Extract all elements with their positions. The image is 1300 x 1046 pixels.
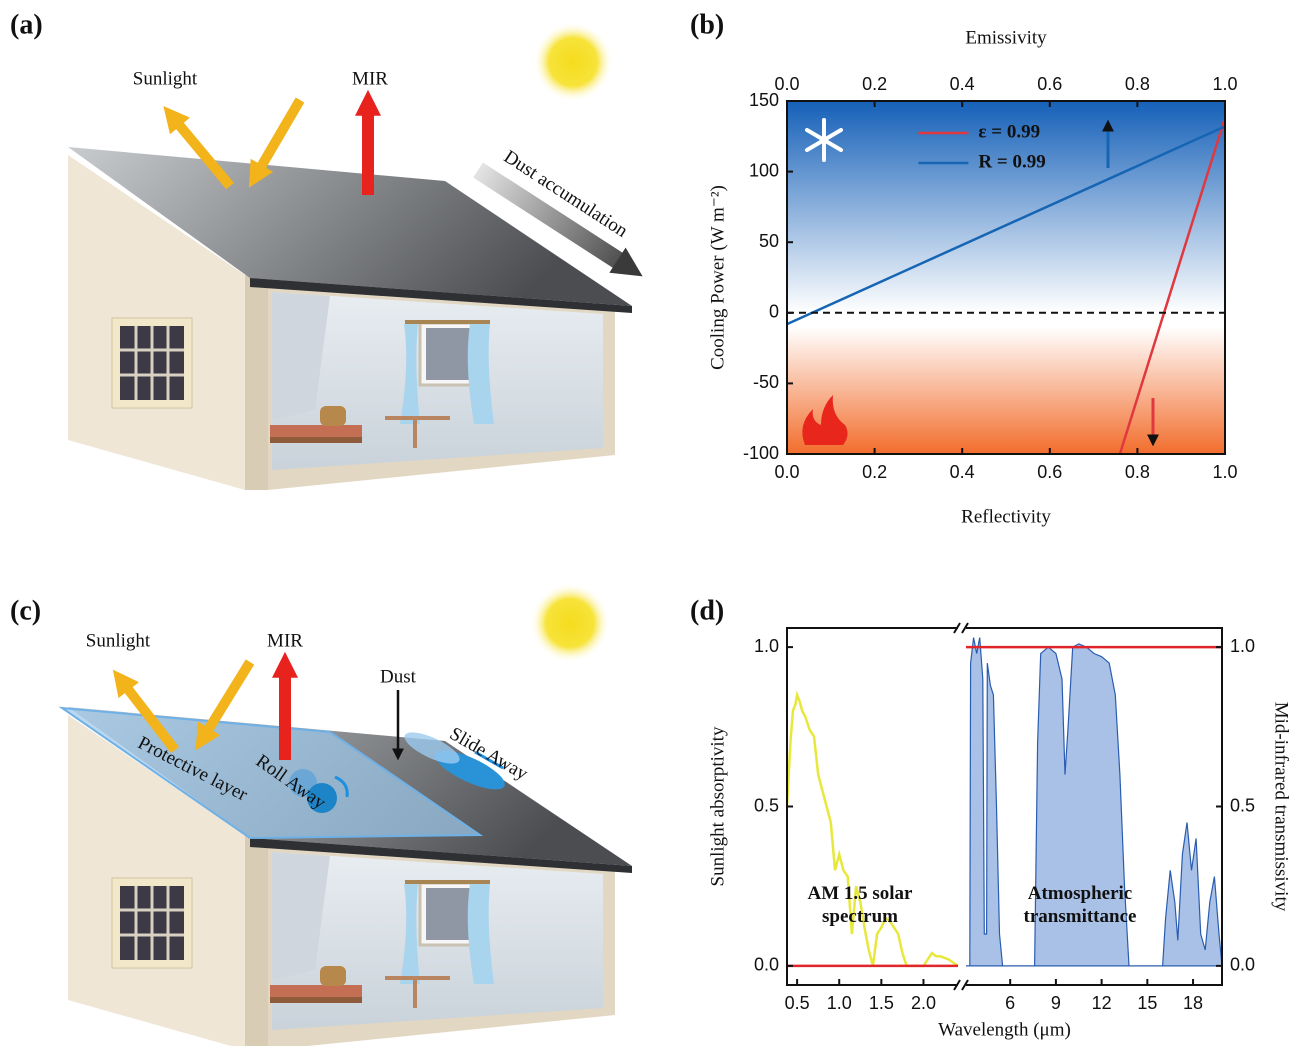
- y-tick-label: -100: [743, 443, 779, 463]
- label: Dust: [380, 666, 417, 687]
- annotation: AM 1.5 solar spectrum: [785, 882, 935, 928]
- panel-label: (b): [690, 9, 724, 40]
- panel-label: (a): [10, 9, 43, 40]
- y-tick-label: 1.0: [1230, 636, 1255, 656]
- y-tick-label: 100: [749, 160, 779, 180]
- y-tick-label: 0.5: [1230, 795, 1255, 815]
- axis-break: [954, 623, 968, 990]
- sunlight-arrow: [258, 100, 300, 172]
- legend-label: ε = 0.99: [978, 121, 1040, 142]
- y-tick-label: -50: [753, 372, 779, 392]
- y-axis-label: Sunlight absorptivity: [707, 726, 728, 886]
- y-tick-label: 1.0: [754, 636, 779, 656]
- panel-label: (d): [690, 595, 724, 626]
- x-tick-label: 2.0: [911, 993, 936, 1013]
- x-tick-label: 9: [1051, 993, 1061, 1013]
- sun: [533, 22, 613, 102]
- x-tick-label: 15: [1137, 993, 1157, 1013]
- x-axis-label: Wavelength (μm): [938, 1019, 1071, 1040]
- x-tick-label: 0.0: [774, 462, 799, 482]
- x-tick-label: 18: [1183, 993, 1203, 1013]
- y2-axis-label: Mid-infrared transmissivity: [1271, 702, 1292, 912]
- x-tick-label: 0.8: [1125, 462, 1150, 482]
- x2-axis-label: Emissivity: [965, 27, 1047, 48]
- y-tick-label: 0.0: [754, 955, 779, 975]
- x-tick-label: 0.4: [950, 74, 975, 94]
- x-tick-label: 1.0: [827, 993, 852, 1013]
- y-tick-label: 0: [769, 302, 779, 322]
- y-tick-label: 50: [759, 231, 779, 251]
- label: Sunlight: [86, 630, 151, 651]
- panel-label: (c): [10, 595, 41, 626]
- x-tick-label: 0.2: [862, 74, 887, 94]
- page: (a) Sunlight MIR Dust accumulation (c) S…: [0, 0, 1300, 1046]
- legend-label: R = 0.99: [978, 151, 1045, 172]
- x-tick-label: 0.8: [1125, 74, 1150, 94]
- x-tick-label: 6: [1005, 993, 1015, 1013]
- x-tick-label: 0.6: [1037, 74, 1062, 94]
- annotation: Atmospheric transmittance: [1010, 882, 1150, 928]
- x-axis-label: Reflectivity: [961, 506, 1051, 527]
- y-tick-label: 150: [749, 90, 779, 110]
- x-tick-label: 0.5: [785, 993, 810, 1013]
- label: Sunlight: [133, 68, 198, 89]
- x-tick-label: 0.4: [950, 462, 975, 482]
- y-axis-label: Cooling Power (W m⁻²): [707, 185, 728, 370]
- x-tick-label: 0.2: [862, 462, 887, 482]
- house: [68, 147, 632, 490]
- x-tick-label: 12: [1092, 993, 1112, 1013]
- x-tick-label: 1.0: [1212, 74, 1237, 94]
- sun: [530, 583, 610, 663]
- label: MIR: [267, 630, 303, 651]
- x-tick-label: 1.5: [869, 993, 894, 1013]
- y-tick-label: 0.5: [754, 795, 779, 815]
- y-tick-label: 0.0: [1230, 955, 1255, 975]
- x-tick-label: 1.0: [1212, 462, 1237, 482]
- label: MIR: [352, 68, 388, 89]
- x-tick-label: 0.6: [1037, 462, 1062, 482]
